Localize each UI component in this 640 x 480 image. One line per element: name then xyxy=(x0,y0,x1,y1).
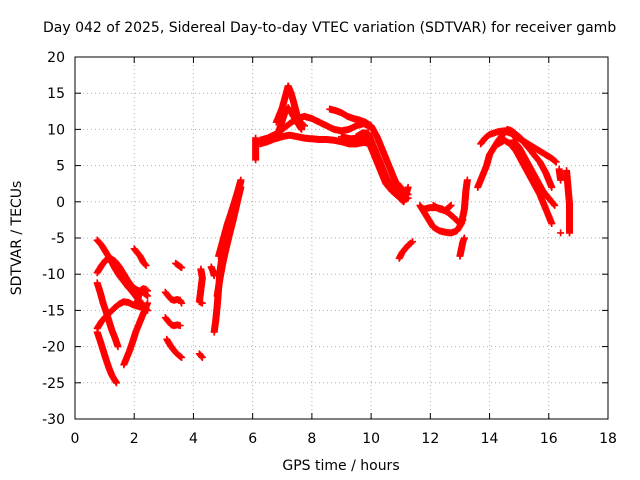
x-tick-labels: 0 2 4 6 8 10 12 14 16 18 xyxy=(71,431,617,447)
series-track-k xyxy=(163,335,186,361)
data-point xyxy=(237,178,245,186)
series-track-ag xyxy=(477,127,560,166)
series-track-ai xyxy=(509,136,559,209)
data-point xyxy=(566,229,574,237)
data-point xyxy=(551,157,559,165)
data-point xyxy=(144,299,152,307)
data-point xyxy=(409,238,417,246)
data-point xyxy=(252,134,260,142)
y-tick-label: 10 xyxy=(47,122,65,138)
series-track-v xyxy=(275,104,306,133)
series-track-j xyxy=(161,314,184,330)
data-point xyxy=(141,260,149,268)
series-track-g xyxy=(130,245,150,270)
series-track-t xyxy=(256,131,375,148)
x-tick-label: 4 xyxy=(189,431,198,447)
data-point xyxy=(557,176,565,184)
x-axis-title: GPS time / hours xyxy=(282,458,399,474)
data-point xyxy=(552,158,560,166)
y-tick-label: -25 xyxy=(42,376,65,392)
tick-layer xyxy=(74,56,609,420)
series-track-aj xyxy=(555,165,574,237)
y-tick-label: 0 xyxy=(56,195,65,211)
y-tick-label: -20 xyxy=(42,340,65,356)
y-tick-label: -15 xyxy=(42,303,65,319)
data-point xyxy=(403,190,411,198)
x-tick-label: 16 xyxy=(540,431,558,447)
x-tick-label: 8 xyxy=(307,431,316,447)
chart-title: Day 042 of 2025, Sidereal Day-to-day VTE… xyxy=(43,20,616,36)
data-point xyxy=(178,299,186,307)
x-tick-label: 0 xyxy=(71,431,80,447)
series-track-ae xyxy=(456,234,468,260)
data-point xyxy=(548,220,556,228)
y-tick-label: -30 xyxy=(42,412,65,428)
x-tick-label: 12 xyxy=(421,431,439,447)
series-track-r xyxy=(252,134,260,164)
series-track-l xyxy=(172,259,186,272)
x-tick-label: 2 xyxy=(130,431,139,447)
data-point xyxy=(198,299,206,307)
series-track-p xyxy=(213,183,245,300)
series-track-z xyxy=(394,180,412,199)
y-tick-label: 20 xyxy=(47,50,65,66)
data-layer xyxy=(93,82,574,387)
data-point xyxy=(298,125,306,133)
data-point xyxy=(447,201,455,209)
data-point xyxy=(178,353,186,361)
data-point xyxy=(114,343,122,351)
data-point xyxy=(197,352,205,360)
data-point xyxy=(463,176,471,184)
y-tick-labels: 20 15 10 5 0 -5 -10 -15 -20 -25 -30 xyxy=(42,50,65,428)
y-axis-title: SDTVAR / TECUs xyxy=(9,181,25,296)
series-track-q xyxy=(215,178,245,260)
data-point xyxy=(550,200,558,208)
data-point xyxy=(176,322,184,330)
series-track-m xyxy=(195,265,206,361)
data-point xyxy=(198,353,206,361)
series-track-ad xyxy=(429,201,455,214)
data-point xyxy=(548,183,556,191)
y-tick-label: 15 xyxy=(47,86,65,102)
data-point xyxy=(144,287,152,295)
data-point xyxy=(112,379,120,387)
series-track-ah xyxy=(494,136,556,228)
data-point xyxy=(459,216,467,224)
data-point xyxy=(551,201,559,209)
y-tick-label: 5 xyxy=(56,159,65,175)
series-track-aa xyxy=(395,238,417,262)
series-track-e xyxy=(93,298,152,332)
series-track-w xyxy=(326,105,411,202)
data-point xyxy=(142,262,150,270)
data-point xyxy=(460,234,468,242)
series-track-i xyxy=(161,288,186,307)
x-tick-label: 18 xyxy=(599,431,617,447)
x-tick-label: 10 xyxy=(362,431,380,447)
data-point xyxy=(178,264,186,272)
data-point xyxy=(446,202,454,210)
data-point xyxy=(404,183,412,191)
x-tick-label: 14 xyxy=(481,431,499,447)
data-point xyxy=(557,229,565,237)
x-tick-label: 6 xyxy=(248,431,257,447)
data-point xyxy=(458,217,466,225)
series-track-f xyxy=(120,299,152,369)
data-point xyxy=(142,285,150,293)
series-track-d xyxy=(93,328,120,387)
data-point xyxy=(404,191,412,199)
series-track-h xyxy=(133,285,152,307)
data-point xyxy=(407,239,415,247)
y-tick-label: -5 xyxy=(51,231,65,247)
y-tick-label: -10 xyxy=(42,267,65,283)
